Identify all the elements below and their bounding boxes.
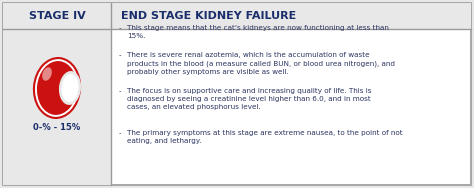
Ellipse shape [37,61,77,115]
FancyBboxPatch shape [3,3,471,29]
FancyBboxPatch shape [3,3,471,185]
Text: -: - [119,130,122,136]
Ellipse shape [34,58,80,118]
Text: This stage means that the cat's kidneys are now functioning at less than
15%.: This stage means that the cat's kidneys … [127,25,389,39]
Ellipse shape [59,71,81,105]
Text: STAGE IV: STAGE IV [28,11,85,21]
Text: -: - [119,88,122,94]
Text: -: - [119,52,122,58]
FancyBboxPatch shape [3,3,111,185]
Text: 0-% - 15%: 0-% - 15% [33,124,81,133]
Text: The focus is on supportive care and increasing quality of life. This is
diagnose: The focus is on supportive care and incr… [127,88,372,111]
Text: -: - [119,25,122,31]
Text: END STAGE KIDNEY FAILURE: END STAGE KIDNEY FAILURE [121,11,296,21]
Text: The primary symptoms at this stage are extreme nausea, to the point of not
eatin: The primary symptoms at this stage are e… [127,130,402,144]
Ellipse shape [42,67,52,81]
Text: There is severe renal azotemia, which is the accumulation of waste
products in t: There is severe renal azotemia, which is… [127,52,395,75]
Ellipse shape [62,74,79,102]
